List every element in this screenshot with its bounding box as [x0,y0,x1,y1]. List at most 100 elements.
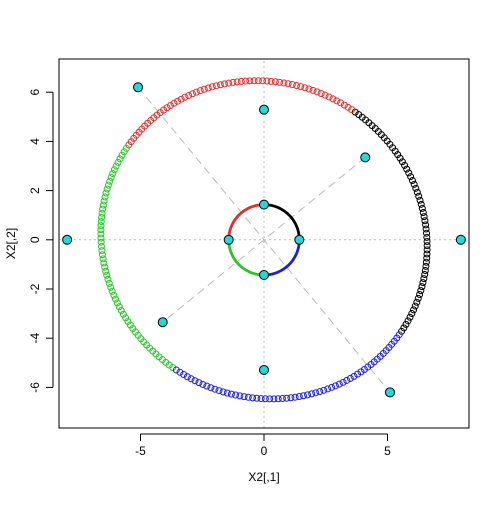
ellipse-point [98,251,106,259]
ellipse-point [117,307,125,315]
ellipse-point [195,379,203,387]
plot-frame [58,58,470,429]
ellipse-point [199,380,207,388]
key-point [455,234,466,245]
ellipse-point [417,287,425,295]
ellipse-point [422,258,430,266]
ellipse-point [325,93,333,101]
ellipse-point [204,84,212,92]
ellipse-point [98,209,106,217]
ellipse-point [219,388,227,396]
ellipse-point [250,77,258,85]
ellipse-point [420,275,428,283]
ellipse-point [166,101,174,109]
ellipse-point [223,389,231,397]
ellipse-point [308,390,316,398]
x-tick-label: 5 [384,444,391,458]
ellipse-point [97,234,105,242]
ellipse-point [276,78,284,86]
ellipse-point [261,395,269,403]
ellipse-point [423,242,431,250]
ellipse-point [225,79,233,87]
ellipse-point [283,394,291,402]
ellipse-point [244,393,252,401]
ellipse-point [98,247,106,255]
ellipse-point [423,229,431,237]
key-point [360,152,371,163]
ellipse-point [309,86,317,94]
ellipse-point [304,391,312,399]
key-point [259,364,269,375]
ellipse-point [118,151,126,159]
ellipse-point [97,222,105,230]
ellipse-point [104,181,112,189]
ellipse-point [115,303,123,311]
ellipse-point [108,287,116,295]
ellipse-point [403,165,411,173]
y-tick-label: -4 [28,333,42,344]
ellipse-point [284,80,292,88]
ellipse-point [405,169,413,177]
ellipse-point [100,197,108,205]
ellipse-point [172,366,180,374]
ellipse-point [103,271,111,279]
ellipse-point [324,385,332,393]
y-tick-label: 6 [28,89,42,96]
ellipse-point [170,99,178,107]
ellipse-point [98,213,106,221]
ellipse-point [102,267,110,275]
ellipse-point [200,85,208,93]
ellipse-point [278,395,286,403]
key-point [62,234,73,245]
ellipse-point [116,155,124,163]
ellipse-point [351,108,359,116]
x-axis: -5 0 5 [135,433,391,458]
ellipse-point [112,295,120,303]
ellipse-point [97,226,105,234]
x-tick-label: -5 [135,444,146,458]
ellipse-point [211,385,219,393]
x-tick-label: 0 [261,444,268,458]
ellipse-point [192,88,200,96]
key-point [157,317,168,328]
ellipse-point [237,77,245,85]
ellipse-point [266,395,274,403]
ellipse-point [236,392,244,400]
ellipse-point [207,384,215,392]
ellipse-point [340,101,348,109]
ellipse-point [331,382,339,390]
ellipse-point [328,383,336,391]
ellipse-point [122,144,130,152]
ellipse-point [191,377,199,385]
ellipse-point [105,279,113,287]
ellipse-point [412,184,420,192]
ellipse-point [249,394,257,402]
ellipse-point [346,374,354,382]
ellipse-point [413,188,421,196]
ellipse-point [119,310,127,318]
x-axis-label: X2[,1] [248,470,279,484]
ellipse-point [99,255,107,263]
ellipse-point [97,217,105,225]
ellipse-point [419,209,427,217]
ellipse-point [180,371,188,379]
ellipse-point [196,87,204,95]
key-point [133,82,144,93]
ellipse-point [418,204,426,212]
ellipse-point [107,173,115,181]
ellipse-point [120,148,128,156]
ellipse-point [320,386,328,394]
ellipse-point [97,238,105,246]
ellipse-point [317,89,325,97]
ellipse-point [263,77,271,85]
ellipse-point [254,77,262,85]
ellipse-point [181,93,189,101]
ellipse-point [410,180,418,188]
ellipse-point [97,242,105,250]
ellipse-point [103,185,111,193]
ellipse-point [280,79,288,87]
ellipse-point [350,372,358,380]
ellipse-point [335,380,343,388]
ellipse-point [110,291,118,299]
ellipse-point [99,205,107,213]
